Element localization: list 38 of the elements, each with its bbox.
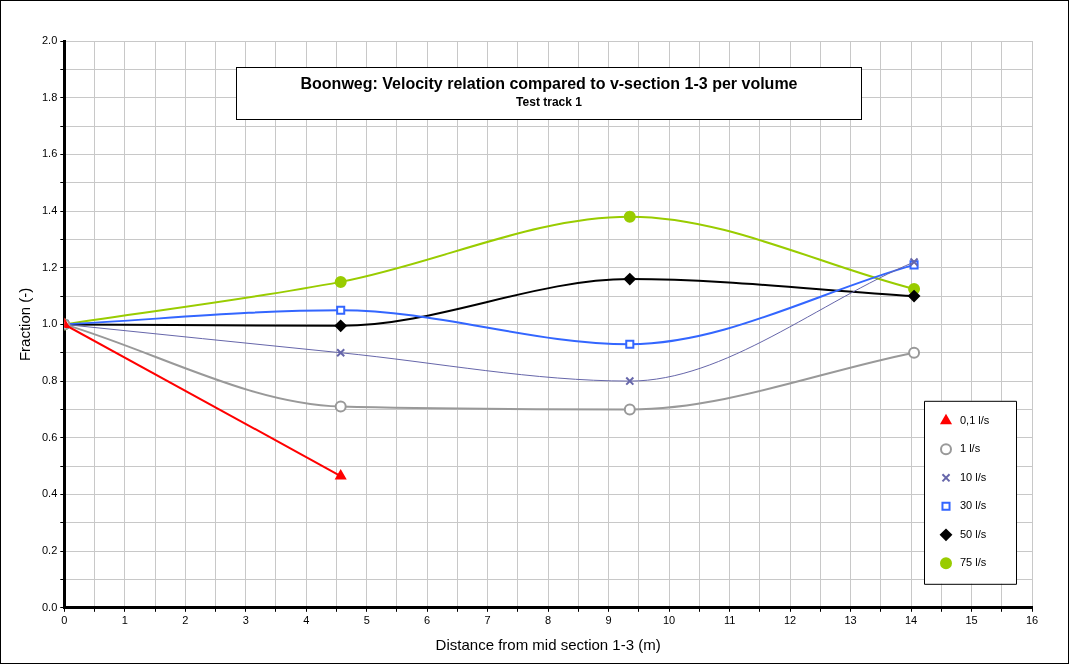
x-tick-label: 6 <box>424 614 431 627</box>
x-tick-label: 8 <box>545 614 552 627</box>
y-tick-label: 1.0 <box>41 317 58 330</box>
y-tick-label: 0.0 <box>41 600 58 613</box>
x-tick-label: 0 <box>61 614 68 627</box>
x-tick-label: 7 <box>484 614 491 627</box>
y-tick-label: 0.6 <box>41 430 58 443</box>
x-tick-label: 11 <box>723 614 736 627</box>
text: Test track 1 <box>515 94 583 110</box>
x-tick-label: 4 <box>303 614 310 627</box>
y-tick-label: 0.2 <box>41 544 58 557</box>
legend-label: 1 l/s <box>960 442 981 455</box>
x-tick-label: 10 <box>662 614 676 627</box>
x-tick-label: 16 <box>1025 614 1039 627</box>
x-tick-label: 3 <box>242 614 249 627</box>
text: Boonweg: Velocity relation compared to v-section 1-3 per volume <box>299 74 799 94</box>
y-tick-label: 0.4 <box>41 487 58 500</box>
y-tick-label: 2.0 <box>41 34 58 47</box>
y-tick-label: 0.8 <box>41 374 58 387</box>
x-tick-label: 13 <box>844 614 857 627</box>
legend-label: 0,1 l/s <box>960 413 990 426</box>
x-tick-label: 14 <box>904 614 918 627</box>
x-tick-label: 5 <box>363 614 370 627</box>
y-tick-label: 1.4 <box>41 204 58 217</box>
y-axis-title: Fraction (-) <box>16 287 34 362</box>
legend-label: 50 l/s <box>960 527 987 540</box>
legend-label: 10 l/s <box>960 470 987 483</box>
legend-label: 30 l/s <box>960 499 987 512</box>
y-tick-label: 1.8 <box>41 90 58 103</box>
x-tick-label: 2 <box>182 614 189 627</box>
x-tick-label: 12 <box>783 614 797 627</box>
y-tick-label: 1.2 <box>41 260 58 273</box>
x-axis-title: Distance from mid section 1-3 (m) <box>435 636 661 654</box>
x-tick-label: 15 <box>965 614 978 627</box>
x-tick-label: 9 <box>605 614 612 627</box>
legend-label: 75 l/s <box>960 556 987 569</box>
x-tick-label: 1 <box>121 614 128 627</box>
y-tick-label: 1.6 <box>41 147 58 160</box>
